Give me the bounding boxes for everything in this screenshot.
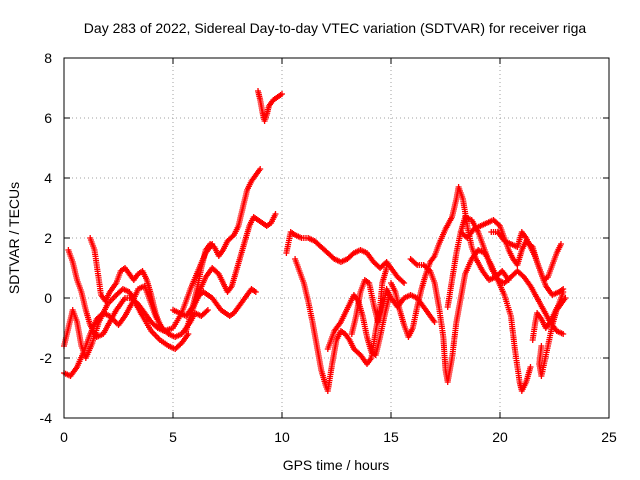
data-point [412, 260, 419, 267]
series-track-11 [324, 292, 392, 358]
series-track-13 [388, 184, 512, 340]
data-point [560, 331, 567, 337]
y-tick-label: -4 [40, 410, 53, 426]
y-tick-label: -2 [40, 350, 53, 366]
y-axis-label: SDTVAR / TECUs [6, 182, 22, 294]
grid-layer [64, 58, 609, 418]
series-track-17 [488, 229, 564, 283]
y-tick-label: 2 [44, 230, 52, 246]
x-tick-label: 15 [383, 429, 399, 445]
data-point [257, 166, 264, 172]
data-point [527, 364, 534, 370]
data-marks [61, 88, 569, 394]
series-track-5 [170, 166, 264, 319]
data-point [562, 295, 569, 301]
y-tick-label: 6 [44, 110, 52, 126]
x-tick-label: 0 [60, 429, 68, 445]
data-point [203, 308, 210, 315]
x-tick-label: 5 [169, 429, 177, 445]
x-tick-label: 25 [601, 429, 617, 445]
x-tick-label: 20 [492, 429, 508, 445]
data-point [495, 221, 502, 228]
series-track-9 [283, 229, 408, 286]
data-point [431, 319, 438, 325]
data-point [401, 280, 408, 286]
series-track-8 [255, 88, 285, 124]
chart-title: Day 283 of 2022, Sidereal Day-to-day VTE… [84, 20, 587, 36]
x-tick-label: 10 [274, 429, 290, 445]
axis-ticks: 0 5 10 15 20 25 -4 -2 0 2 4 6 8 [40, 50, 617, 445]
x-axis-label: GPS time / hours [283, 457, 390, 473]
series-track-4 [87, 235, 168, 334]
data-point [272, 211, 279, 217]
y-tick-label: 4 [44, 170, 52, 186]
series-track-19 [536, 295, 569, 379]
data-point [204, 307, 211, 313]
y-tick-label: 0 [44, 290, 52, 306]
series-track-15 [444, 214, 567, 337]
y-tick-label: 8 [44, 50, 52, 66]
data-point [279, 91, 285, 97]
data-point [161, 328, 168, 334]
series-track-14 [407, 247, 534, 394]
data-point [425, 266, 432, 273]
data-point [252, 289, 259, 295]
series-track-1 [61, 286, 192, 361]
data-point [558, 241, 564, 247]
data-point [560, 289, 567, 295]
data-point [383, 265, 390, 271]
series-track-7 [189, 211, 279, 310]
data-point [399, 278, 406, 285]
